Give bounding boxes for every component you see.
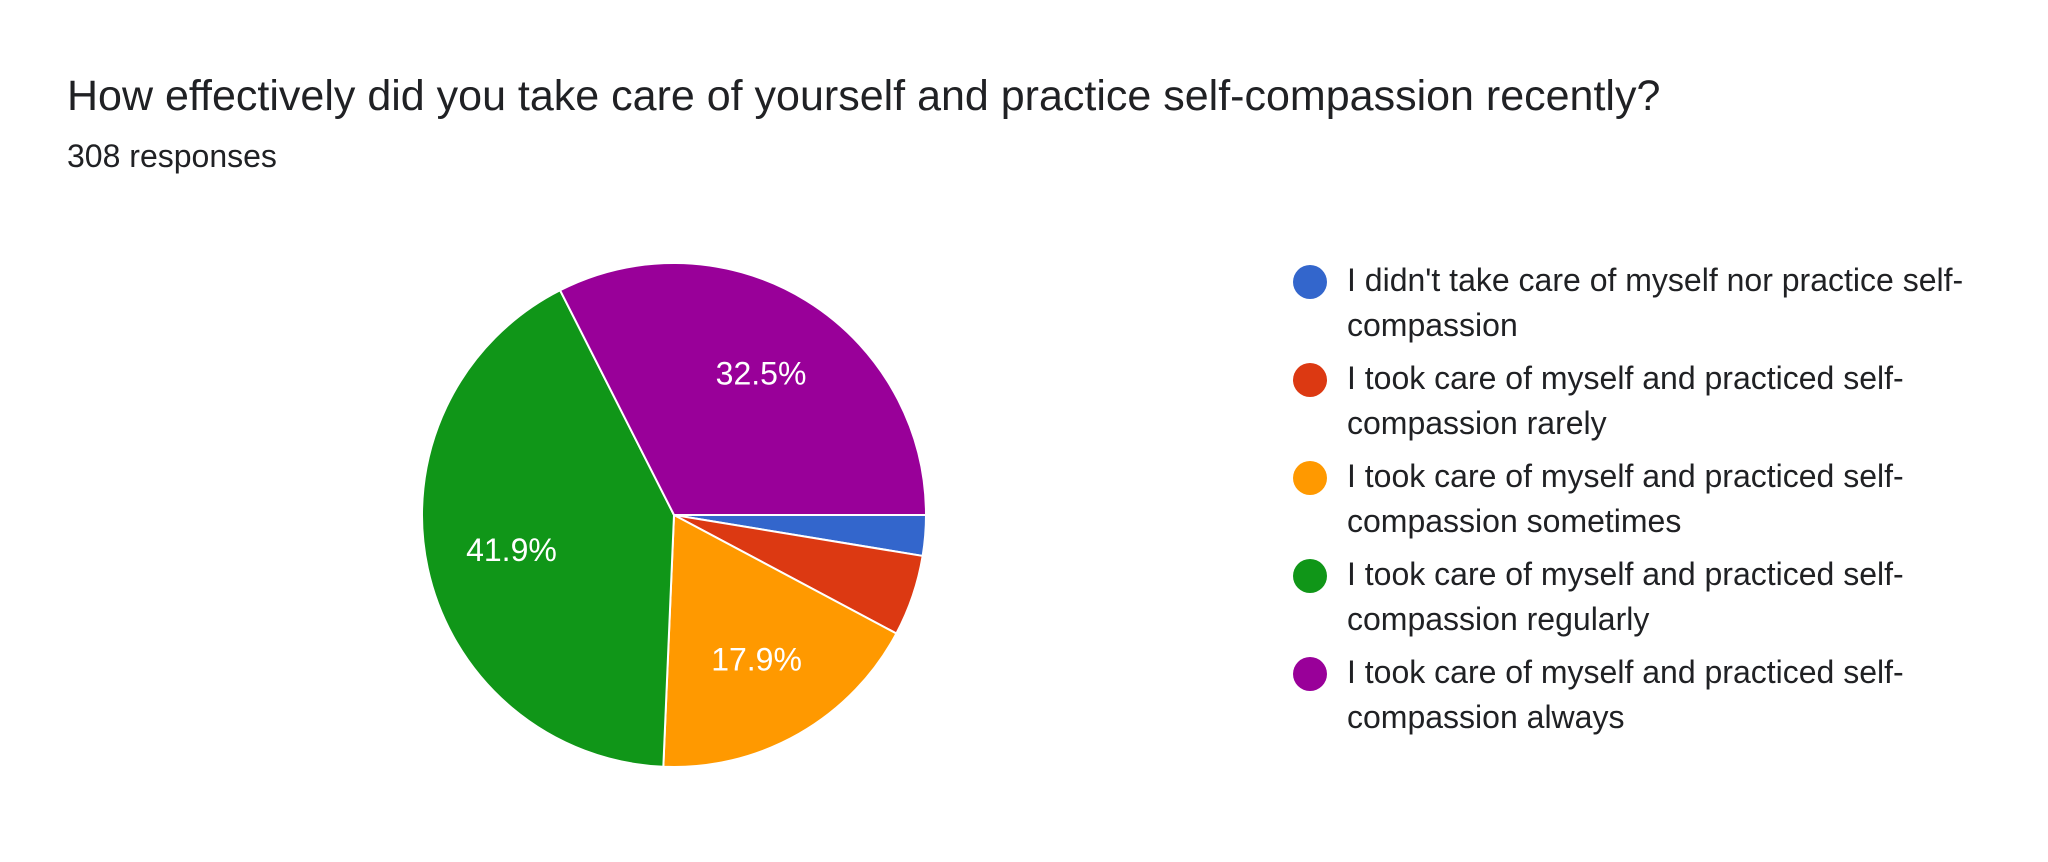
response-count: 308 responses	[67, 138, 277, 174]
legend-label: I took care of myself and practiced self…	[1347, 556, 1904, 637]
legend-color-dot	[1293, 461, 1327, 495]
chart-legend: I didn't take care of myself nor practic…	[1293, 258, 1993, 748]
chart-title: How effectively did you take care of you…	[67, 72, 1661, 120]
pie-slice[interactable]	[421, 288, 676, 768]
legend-item[interactable]: I took care of myself and practiced self…	[1293, 356, 1987, 446]
pie-slice-label: 17.9%	[711, 641, 802, 677]
pie-slice-labels: 17.9% 41.9% 32.5%	[466, 355, 806, 677]
legend-color-dot	[1293, 265, 1327, 299]
legend-item[interactable]: I took care of myself and practiced self…	[1293, 650, 1987, 740]
legend-item[interactable]: I took care of myself and practiced self…	[1293, 552, 1987, 642]
pie-slice-label: 32.5%	[716, 355, 807, 391]
legend-color-dot	[1293, 657, 1327, 691]
pie-slice-label: 41.9%	[466, 532, 557, 568]
legend-label: I took care of myself and practiced self…	[1347, 360, 1904, 441]
legend-item[interactable]: I didn't take care of myself nor practic…	[1293, 258, 1987, 348]
pie-slice[interactable]	[662, 513, 898, 768]
legend-color-dot	[1293, 363, 1327, 397]
pie-slices	[421, 262, 928, 768]
legend-label: I took care of myself and practiced self…	[1347, 654, 1904, 735]
legend-label: I didn't take care of myself nor practic…	[1347, 262, 1964, 343]
pie-slice[interactable]	[558, 262, 928, 516]
legend-label: I took care of myself and practiced self…	[1347, 458, 1904, 539]
legend-color-dot	[1293, 559, 1327, 593]
legend-item[interactable]: I took care of myself and practiced self…	[1293, 454, 1987, 544]
